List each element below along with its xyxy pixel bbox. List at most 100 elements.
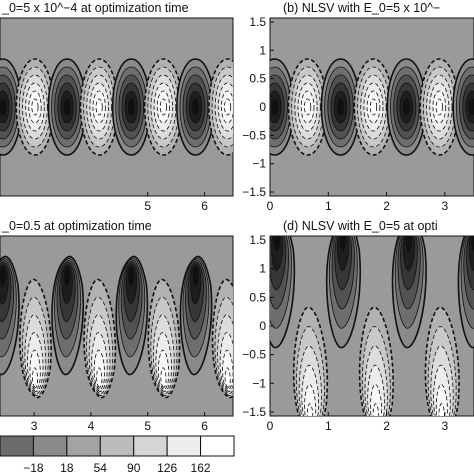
light-cell bbox=[79, 58, 119, 156]
contour-level bbox=[339, 236, 347, 252]
y-tick-label: 0 bbox=[259, 100, 266, 114]
panel-b-x-ticks: 0 1 2 3 bbox=[267, 192, 449, 213]
x-tick-label: 6 bbox=[201, 419, 208, 433]
y-tick-label: −1.5 bbox=[242, 185, 266, 199]
panel-c: _0=0.5 at optimization time 3 4 5 6 bbox=[0, 219, 234, 433]
y-tick-label: 1.5 bbox=[249, 233, 266, 247]
dark-cell bbox=[179, 255, 213, 376]
dark-cell bbox=[47, 58, 87, 156]
y-tick-label: 0 bbox=[259, 319, 266, 333]
contour-level bbox=[32, 367, 39, 388]
light-cell bbox=[15, 58, 55, 156]
x-tick-label: 0 bbox=[267, 199, 274, 213]
dark-cell bbox=[452, 58, 474, 156]
panel-d-y-ticks: 1.5 1 0.5 0 −0.5 −1 −1.5 bbox=[242, 233, 274, 419]
light-cell bbox=[292, 306, 329, 416]
dark-cell bbox=[320, 58, 361, 156]
colorbar-label: 54 bbox=[94, 461, 108, 474]
y-tick-label: −1.5 bbox=[242, 405, 266, 419]
x-tick-label: 3 bbox=[442, 199, 449, 213]
contour-level bbox=[273, 236, 281, 252]
contour-level bbox=[160, 367, 167, 388]
colorbar-bin bbox=[0, 435, 34, 457]
light-cell bbox=[358, 306, 394, 416]
colorbar-label: −18 bbox=[23, 461, 44, 474]
contour-level bbox=[435, 98, 443, 116]
contour-level bbox=[438, 403, 445, 416]
contour-level bbox=[224, 98, 232, 116]
panel-b-title: (b) NLSV with E_0=5 x 10^− bbox=[283, 1, 440, 15]
light-cell bbox=[143, 58, 183, 156]
contour-level bbox=[191, 98, 199, 116]
x-tick-label: 6 bbox=[201, 199, 208, 213]
light-cell bbox=[19, 278, 52, 399]
contour-level bbox=[471, 236, 474, 252]
colorbar-bin bbox=[66, 435, 101, 457]
contour-level bbox=[128, 266, 135, 287]
dark-cell bbox=[0, 58, 23, 156]
y-tick-label: −0.5 bbox=[242, 128, 266, 142]
dark-cell bbox=[270, 236, 296, 349]
panel-b: (b) NLSV with E_0=5 x 10^− 0 1 2 3 1.5 1 0.5 0… bbox=[242, 1, 474, 213]
panel-b-wave-cells bbox=[270, 58, 474, 156]
contour-level bbox=[369, 98, 378, 116]
x-tick-label: 1 bbox=[325, 199, 332, 213]
panel-c-title: _0=0.5 at optimization time bbox=[1, 219, 152, 233]
contour-level bbox=[306, 403, 314, 416]
contour-level bbox=[0, 98, 7, 116]
panel-d-x-ticks: 0 1 2 3 bbox=[267, 412, 449, 433]
x-tick-label: 3 bbox=[31, 419, 38, 433]
panel-b-y-ticks: 1.5 1 0.5 0 −0.5 −1 −1.5 bbox=[242, 15, 274, 199]
contour-level bbox=[63, 98, 71, 116]
panel-c-wave-cells bbox=[0, 255, 233, 399]
light-cell bbox=[147, 278, 181, 399]
contour-level bbox=[405, 236, 413, 252]
panel-a-title: _0=5 x 10^−4 at optimization time bbox=[1, 1, 189, 15]
y-tick-label: 1.5 bbox=[249, 15, 266, 29]
light-cell bbox=[287, 58, 328, 156]
light-cell bbox=[211, 278, 233, 399]
dark-cell bbox=[115, 255, 149, 376]
y-tick-label: −0.5 bbox=[242, 348, 266, 362]
colorbar-label: 126 bbox=[157, 461, 177, 474]
y-tick-label: −1 bbox=[252, 376, 266, 390]
contour-level bbox=[127, 98, 135, 116]
contour-level bbox=[468, 98, 474, 116]
contour-level bbox=[402, 98, 410, 116]
x-tick-label: 2 bbox=[383, 419, 390, 433]
contour-level bbox=[95, 98, 103, 116]
contour-level bbox=[369, 384, 382, 416]
contour-level bbox=[304, 98, 312, 116]
y-tick-label: 0.5 bbox=[249, 72, 266, 86]
panel-d: (d) NLSV with E_0=5 at opti 0 1 2 3 1.5 1 0.5… bbox=[242, 219, 474, 433]
colorbar-bin bbox=[32, 435, 68, 457]
colorbar: −18 18 54 90 126 162 bbox=[0, 435, 235, 474]
dark-cell bbox=[111, 58, 151, 156]
contour-level bbox=[435, 384, 448, 416]
colorbar-bin bbox=[200, 435, 235, 457]
contour-level bbox=[224, 367, 231, 388]
colorbar-bin bbox=[99, 435, 135, 457]
dark-cell bbox=[176, 58, 215, 156]
colorbar-label: 90 bbox=[127, 461, 141, 474]
contour-level bbox=[304, 384, 317, 416]
dark-cell bbox=[270, 58, 295, 156]
dark-cell bbox=[391, 236, 427, 349]
contour-level bbox=[336, 98, 345, 116]
y-tick-label: 0.5 bbox=[249, 290, 266, 304]
x-tick-label: 0 bbox=[267, 419, 274, 433]
light-cell bbox=[208, 58, 233, 156]
light-cell bbox=[353, 58, 394, 156]
contour-level bbox=[64, 266, 71, 287]
colorbar-bin bbox=[166, 435, 202, 457]
y-tick-label: −1 bbox=[252, 157, 266, 171]
dark-cell bbox=[0, 255, 20, 376]
panel-c-x-ticks: 3 4 5 6 bbox=[31, 412, 208, 433]
y-tick-label: 1 bbox=[259, 43, 266, 57]
contour-level bbox=[31, 98, 39, 116]
colorbar-bin bbox=[133, 435, 168, 457]
x-tick-label: 3 bbox=[442, 419, 449, 433]
contour-level bbox=[0, 266, 6, 287]
